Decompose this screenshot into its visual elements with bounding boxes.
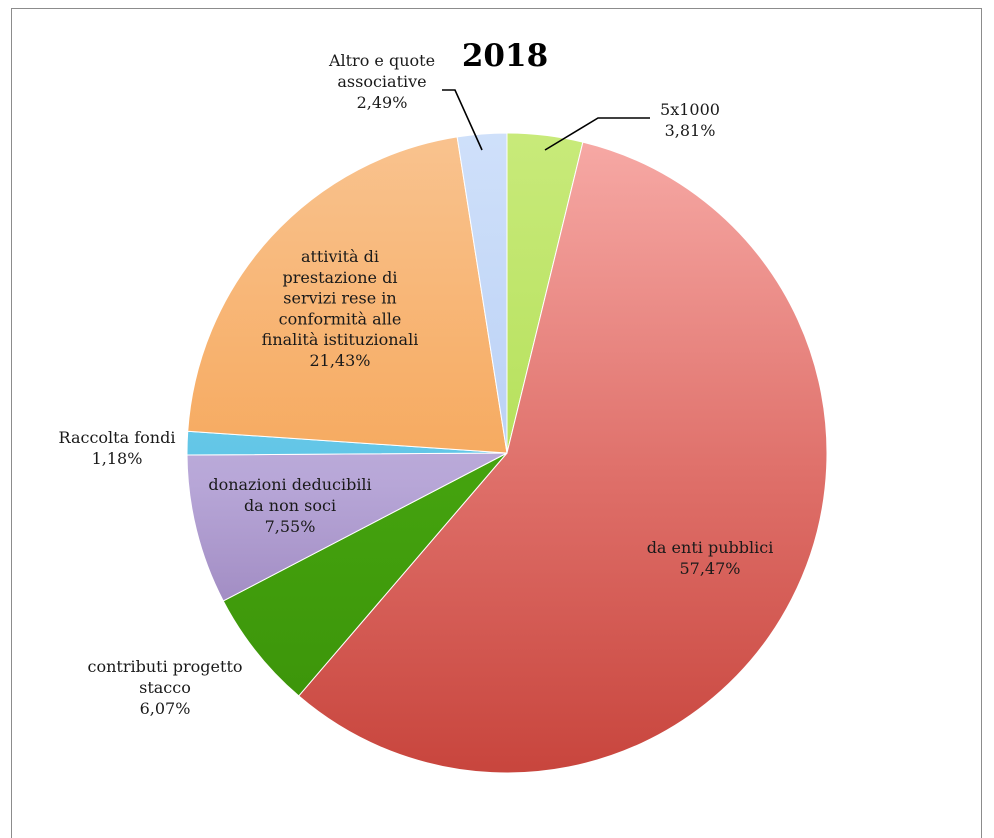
slice-label-line: 2,49% xyxy=(357,93,408,112)
pie-slice-2 xyxy=(298,141,828,774)
leader-line-altro xyxy=(442,89,483,151)
pie-slice-6 xyxy=(187,136,508,454)
slice-label-line: 5x1000 xyxy=(660,100,720,119)
slice-label-line: Raccolta fondi xyxy=(59,428,176,447)
leader-lines xyxy=(442,89,650,151)
slice-label-line: 3,81% xyxy=(665,121,716,140)
slice-label-4: donazioni deducibili da non soci 7,55% xyxy=(208,475,371,536)
slice-label-line: stacco xyxy=(139,678,191,697)
pie-slice-3 xyxy=(222,452,508,697)
slice-label-line: da non soci xyxy=(244,496,336,515)
slice-label-line: servizi rese in xyxy=(283,289,396,308)
pie-slices xyxy=(186,132,828,774)
slice-label-line: associative xyxy=(337,72,426,91)
slice-label-line: finalità istituzionali xyxy=(262,330,419,349)
slice-label-line: 21,43% xyxy=(309,351,370,370)
slice-label-5: Raccolta fondi 1,18% xyxy=(59,428,176,468)
slice-label-line: 7,55% xyxy=(265,517,316,536)
pie-slice-4 xyxy=(186,452,508,602)
slice-label-line: attività di xyxy=(301,247,379,266)
slice-labels: 5x1000 3,81% da enti pubblici 57,47% contrib… xyxy=(59,51,774,718)
slice-label-2: da enti pubblici 57,47% xyxy=(647,538,774,578)
slice-label-line: donazioni deducibili xyxy=(208,475,371,494)
slice-label-1: 5x1000 3,81% xyxy=(660,100,720,140)
slice-label-line: 1,18% xyxy=(92,449,143,468)
slice-label-line: Altro e quote xyxy=(328,51,435,70)
pie-slice-7 xyxy=(456,132,508,454)
slice-label-line: prestazione di xyxy=(283,268,398,287)
chart-title: 2018 xyxy=(462,38,548,74)
slice-label-7: Altro e quote associative 2,49% xyxy=(328,51,435,112)
slice-label-line: contributi progetto xyxy=(88,657,243,676)
slice-label-line: 6,07% xyxy=(140,699,191,718)
slice-label-3: contributi progetto stacco 6,07% xyxy=(88,657,243,718)
slice-label-line: da enti pubblici xyxy=(647,538,774,557)
slice-label-line: 57,47% xyxy=(679,559,740,578)
slice-label-line: conformità alle xyxy=(279,309,402,328)
leader-line-5x1000 xyxy=(544,117,650,151)
slice-label-6: attività di prestazione di servizi rese in… xyxy=(262,247,419,370)
